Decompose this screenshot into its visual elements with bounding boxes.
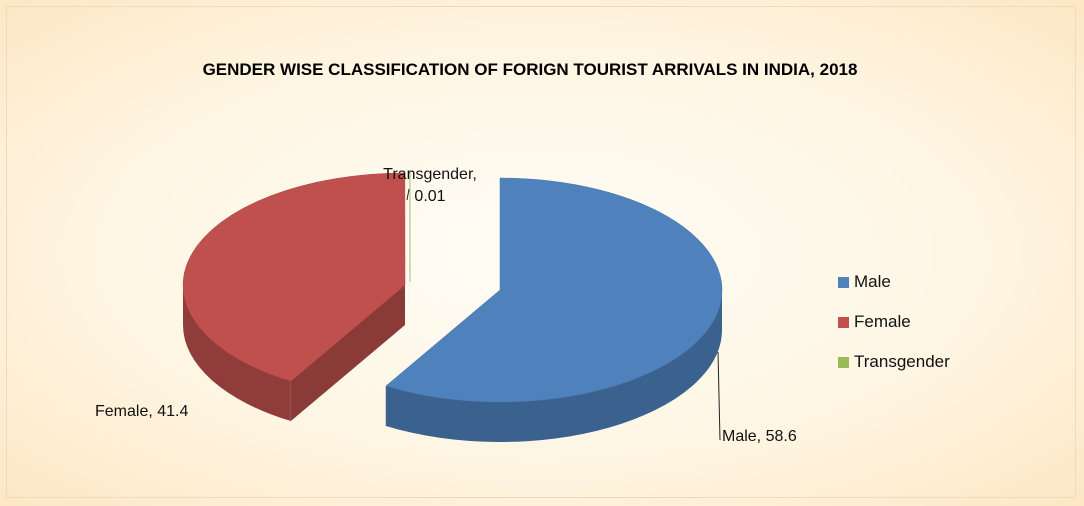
legend-swatch [838,276,849,288]
chart-title: GENDER WISE CLASSIFICATION OF FORIGN TOU… [202,60,858,79]
slice [182,172,406,382]
slice-side [385,290,722,442]
frame [6,6,1076,498]
legend-item: Male [838,272,891,292]
legend-swatch [838,316,849,328]
legend-label: Male [854,272,891,291]
legend-item: Transgender [838,352,950,372]
leader-line [717,351,721,441]
legend-label: Transgender [854,352,950,371]
legend-item: Female [838,312,911,332]
slice-side [183,285,291,422]
legend-label: Female [854,312,911,331]
data-label: Male, 58.6 [722,428,797,445]
legend-swatch [838,356,849,368]
data-label: Transgender, 0.01 [383,166,477,205]
slice [385,177,723,403]
data-label: Female, 41.4 [95,403,189,420]
leader-line [406,188,410,201]
slice-face [290,285,405,422]
